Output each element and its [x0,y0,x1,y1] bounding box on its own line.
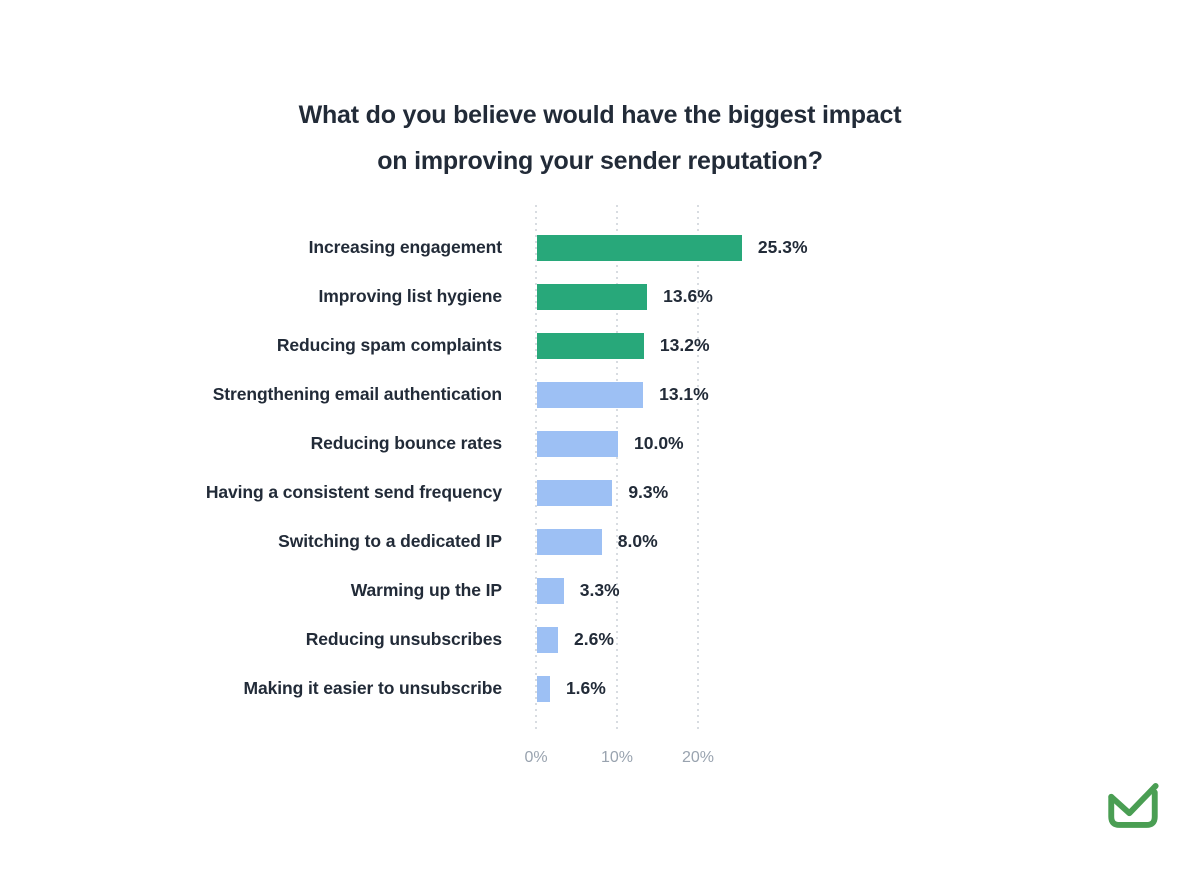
bar [537,675,550,702]
chart-title-line1: What do you believe would have the bigge… [298,101,902,129]
bar [537,332,644,359]
bar-value: 13.6% [663,286,713,306]
bar-row: Switching to a dedicated IP 8.0% [0,517,1200,566]
bar-value: 10.0% [634,433,684,453]
x-tick-label: 0% [524,749,548,766]
bar-label: Reducing unsubscribes [305,629,502,649]
bar-label: Reducing spam complaints [276,335,502,355]
bar-value: 8.0% [617,531,658,551]
x-tick-label: 20% [681,749,715,766]
bar-row: Improving list hygiene 13.6% [0,272,1200,321]
bar-row: Increasing engagement 25.3% [0,223,1200,272]
bar [537,430,618,457]
chart-title: What do you believe would have the bigge… [0,92,1200,184]
bar-row: Making it easier to unsubscribe 1.6% [0,664,1200,713]
bar-chart: Increasing engagement 25.3% Improving list… [0,223,1200,713]
bar-value: 9.3% [628,482,669,502]
bar [537,381,644,408]
x-axis: 0% 10% 20% [0,749,1200,773]
bar-row: Reducing unsubscribes 2.6% [0,615,1200,664]
bar-row: Reducing bounce rates 10.0% [0,419,1200,468]
bar-label: Strengthening email authentication [212,384,502,404]
x-tick-label: 10% [600,749,634,766]
bar-label: Reducing bounce rates [310,433,503,453]
bar [537,479,613,506]
bar-value: 25.3% [757,237,808,257]
bar-row: Strengthening email authentication 13.1% [0,370,1200,419]
bar-row: Reducing spam complaints 13.2% [0,321,1200,370]
bar-row: Having a consistent send frequency 9.3% [0,468,1200,517]
bar [537,626,559,653]
bar [537,577,564,604]
bar-row: Warming up the IP 3.3% [0,566,1200,615]
bar-label: Making it easier to unsubscribe [243,678,503,698]
envelope-check-logo [1108,783,1159,828]
bar-label: Warming up the IP [350,580,502,600]
bar [537,283,648,310]
envelope-body [1108,789,1158,828]
bar-value: 3.3% [579,580,620,600]
check-flap [1108,783,1159,817]
bar-value: 13.1% [659,384,709,404]
bar [537,234,742,261]
bar-label: Increasing engagement [308,237,502,257]
bar-label: Having a consistent send frequency [205,482,502,502]
bar-label: Switching to a dedicated IP [278,531,502,551]
bar-label: Improving list hygiene [318,286,502,306]
bar-value: 13.2% [659,335,710,355]
bar-value: 1.6% [565,678,606,698]
bar [537,528,602,555]
chart-title-line2: on improving your sender reputation? [377,147,823,175]
bar-value: 2.6% [574,629,614,649]
